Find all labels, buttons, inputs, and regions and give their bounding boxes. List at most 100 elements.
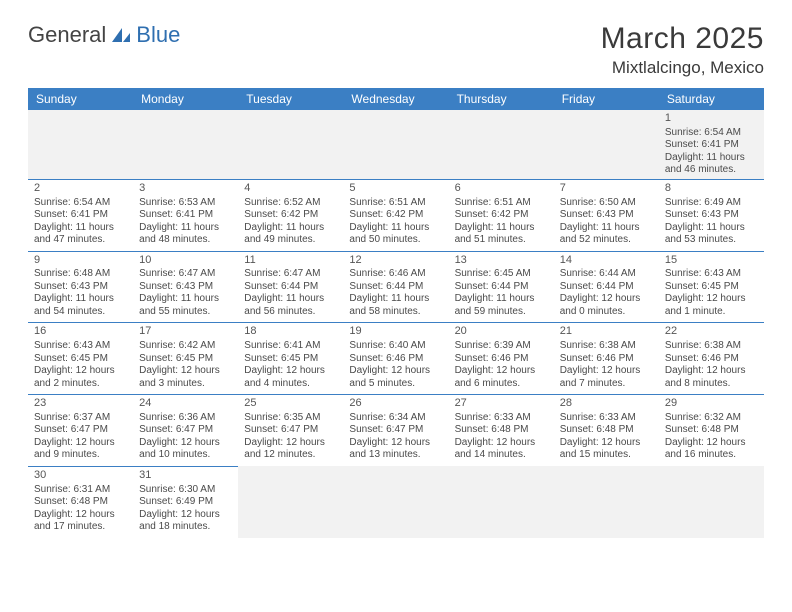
sunrise-text: Sunrise: 6:42 AM — [139, 340, 232, 353]
daylight-text: and 47 minutes. — [34, 234, 127, 247]
logo-text-2: Blue — [136, 22, 180, 48]
daylight-text: Daylight: 11 hours — [139, 293, 232, 306]
day-number: 17 — [139, 325, 232, 339]
title-block: March 2025 Mixtlalcingo, Mexico — [601, 22, 764, 78]
day-number: 22 — [665, 325, 758, 339]
weekday-header: Sunday — [28, 88, 133, 110]
sunset-text: Sunset: 6:43 PM — [560, 209, 653, 222]
calendar-day-cell: 10Sunrise: 6:47 AMSunset: 6:43 PMDayligh… — [133, 251, 238, 323]
sunset-text: Sunset: 6:43 PM — [139, 281, 232, 294]
page-title: March 2025 — [601, 22, 764, 56]
calendar-day-cell: 31Sunrise: 6:30 AMSunset: 6:49 PMDayligh… — [133, 466, 238, 537]
sunrise-text: Sunrise: 6:30 AM — [139, 484, 232, 497]
daylight-text: and 9 minutes. — [34, 449, 127, 462]
calendar-day-cell: 29Sunrise: 6:32 AMSunset: 6:48 PMDayligh… — [659, 395, 764, 467]
sunrise-text: Sunrise: 6:35 AM — [244, 412, 337, 425]
day-number: 23 — [34, 397, 127, 411]
daylight-text: Daylight: 12 hours — [139, 509, 232, 522]
sunrise-text: Sunrise: 6:47 AM — [244, 268, 337, 281]
sunset-text: Sunset: 6:47 PM — [34, 424, 127, 437]
sunrise-text: Sunrise: 6:51 AM — [349, 197, 442, 210]
calendar-week-row: 1Sunrise: 6:54 AMSunset: 6:41 PMDaylight… — [28, 110, 764, 179]
daylight-text: Daylight: 12 hours — [34, 365, 127, 378]
daylight-text: and 7 minutes. — [560, 378, 653, 391]
weekday-header: Thursday — [449, 88, 554, 110]
daylight-text: and 10 minutes. — [139, 449, 232, 462]
day-number: 6 — [455, 182, 548, 196]
sunset-text: Sunset: 6:41 PM — [139, 209, 232, 222]
daylight-text: Daylight: 12 hours — [244, 437, 337, 450]
daylight-text: Daylight: 12 hours — [560, 365, 653, 378]
sunset-text: Sunset: 6:41 PM — [665, 139, 758, 152]
daylight-text: and 53 minutes. — [665, 234, 758, 247]
daylight-text: and 51 minutes. — [455, 234, 548, 247]
sunrise-text: Sunrise: 6:41 AM — [244, 340, 337, 353]
calendar-day-cell: 8Sunrise: 6:49 AMSunset: 6:43 PMDaylight… — [659, 179, 764, 251]
daylight-text: and 55 minutes. — [139, 306, 232, 319]
calendar-day-cell — [449, 110, 554, 179]
calendar-day-cell: 21Sunrise: 6:38 AMSunset: 6:46 PMDayligh… — [554, 323, 659, 395]
daylight-text: and 56 minutes. — [244, 306, 337, 319]
daylight-text: and 15 minutes. — [560, 449, 653, 462]
calendar-day-cell: 4Sunrise: 6:52 AMSunset: 6:42 PMDaylight… — [238, 179, 343, 251]
sunrise-text: Sunrise: 6:38 AM — [560, 340, 653, 353]
day-number: 30 — [34, 469, 127, 483]
daylight-text: and 13 minutes. — [349, 449, 442, 462]
calendar-day-cell: 11Sunrise: 6:47 AMSunset: 6:44 PMDayligh… — [238, 251, 343, 323]
calendar-day-cell: 3Sunrise: 6:53 AMSunset: 6:41 PMDaylight… — [133, 179, 238, 251]
day-number: 1 — [665, 112, 758, 126]
daylight-text: Daylight: 12 hours — [139, 437, 232, 450]
calendar-day-cell: 5Sunrise: 6:51 AMSunset: 6:42 PMDaylight… — [343, 179, 448, 251]
calendar-day-cell: 1Sunrise: 6:54 AMSunset: 6:41 PMDaylight… — [659, 110, 764, 179]
daylight-text: and 54 minutes. — [34, 306, 127, 319]
day-number: 10 — [139, 254, 232, 268]
daylight-text: Daylight: 12 hours — [560, 293, 653, 306]
sunrise-text: Sunrise: 6:37 AM — [34, 412, 127, 425]
sunrise-text: Sunrise: 6:50 AM — [560, 197, 653, 210]
sunrise-text: Sunrise: 6:45 AM — [455, 268, 548, 281]
sunrise-text: Sunrise: 6:54 AM — [34, 197, 127, 210]
page-subtitle: Mixtlalcingo, Mexico — [601, 58, 764, 78]
day-number: 4 — [244, 182, 337, 196]
calendar-week-row: 16Sunrise: 6:43 AMSunset: 6:45 PMDayligh… — [28, 323, 764, 395]
sunrise-text: Sunrise: 6:47 AM — [139, 268, 232, 281]
day-number: 20 — [455, 325, 548, 339]
daylight-text: and 6 minutes. — [455, 378, 548, 391]
daylight-text: and 16 minutes. — [665, 449, 758, 462]
calendar-day-cell: 19Sunrise: 6:40 AMSunset: 6:46 PMDayligh… — [343, 323, 448, 395]
daylight-text: Daylight: 11 hours — [455, 222, 548, 235]
day-number: 9 — [34, 254, 127, 268]
daylight-text: Daylight: 11 hours — [244, 293, 337, 306]
daylight-text: Daylight: 12 hours — [34, 437, 127, 450]
calendar-day-cell — [28, 110, 133, 179]
calendar-day-cell: 20Sunrise: 6:39 AMSunset: 6:46 PMDayligh… — [449, 323, 554, 395]
calendar-day-cell: 6Sunrise: 6:51 AMSunset: 6:42 PMDaylight… — [449, 179, 554, 251]
sunset-text: Sunset: 6:43 PM — [665, 209, 758, 222]
day-number: 14 — [560, 254, 653, 268]
header: General Blue March 2025 Mixtlalcingo, Me… — [28, 22, 764, 78]
daylight-text: Daylight: 12 hours — [455, 437, 548, 450]
weekday-header: Tuesday — [238, 88, 343, 110]
sunrise-text: Sunrise: 6:43 AM — [34, 340, 127, 353]
sunset-text: Sunset: 6:47 PM — [244, 424, 337, 437]
calendar-table: Sunday Monday Tuesday Wednesday Thursday… — [28, 88, 764, 538]
sunset-text: Sunset: 6:48 PM — [665, 424, 758, 437]
sunset-text: Sunset: 6:43 PM — [34, 281, 127, 294]
calendar-day-cell — [343, 110, 448, 179]
daylight-text: and 5 minutes. — [349, 378, 442, 391]
calendar-week-row: 2Sunrise: 6:54 AMSunset: 6:41 PMDaylight… — [28, 179, 764, 251]
calendar-week-row: 9Sunrise: 6:48 AMSunset: 6:43 PMDaylight… — [28, 251, 764, 323]
daylight-text: and 4 minutes. — [244, 378, 337, 391]
daylight-text: Daylight: 11 hours — [34, 222, 127, 235]
calendar-day-cell — [133, 110, 238, 179]
calendar-day-cell: 17Sunrise: 6:42 AMSunset: 6:45 PMDayligh… — [133, 323, 238, 395]
calendar-day-cell: 26Sunrise: 6:34 AMSunset: 6:47 PMDayligh… — [343, 395, 448, 467]
daylight-text: and 3 minutes. — [139, 378, 232, 391]
sunset-text: Sunset: 6:44 PM — [455, 281, 548, 294]
daylight-text: and 0 minutes. — [560, 306, 653, 319]
daylight-text: Daylight: 12 hours — [665, 293, 758, 306]
daylight-text: and 59 minutes. — [455, 306, 548, 319]
calendar-day-cell: 14Sunrise: 6:44 AMSunset: 6:44 PMDayligh… — [554, 251, 659, 323]
daylight-text: Daylight: 11 hours — [349, 222, 442, 235]
sunrise-text: Sunrise: 6:49 AM — [665, 197, 758, 210]
